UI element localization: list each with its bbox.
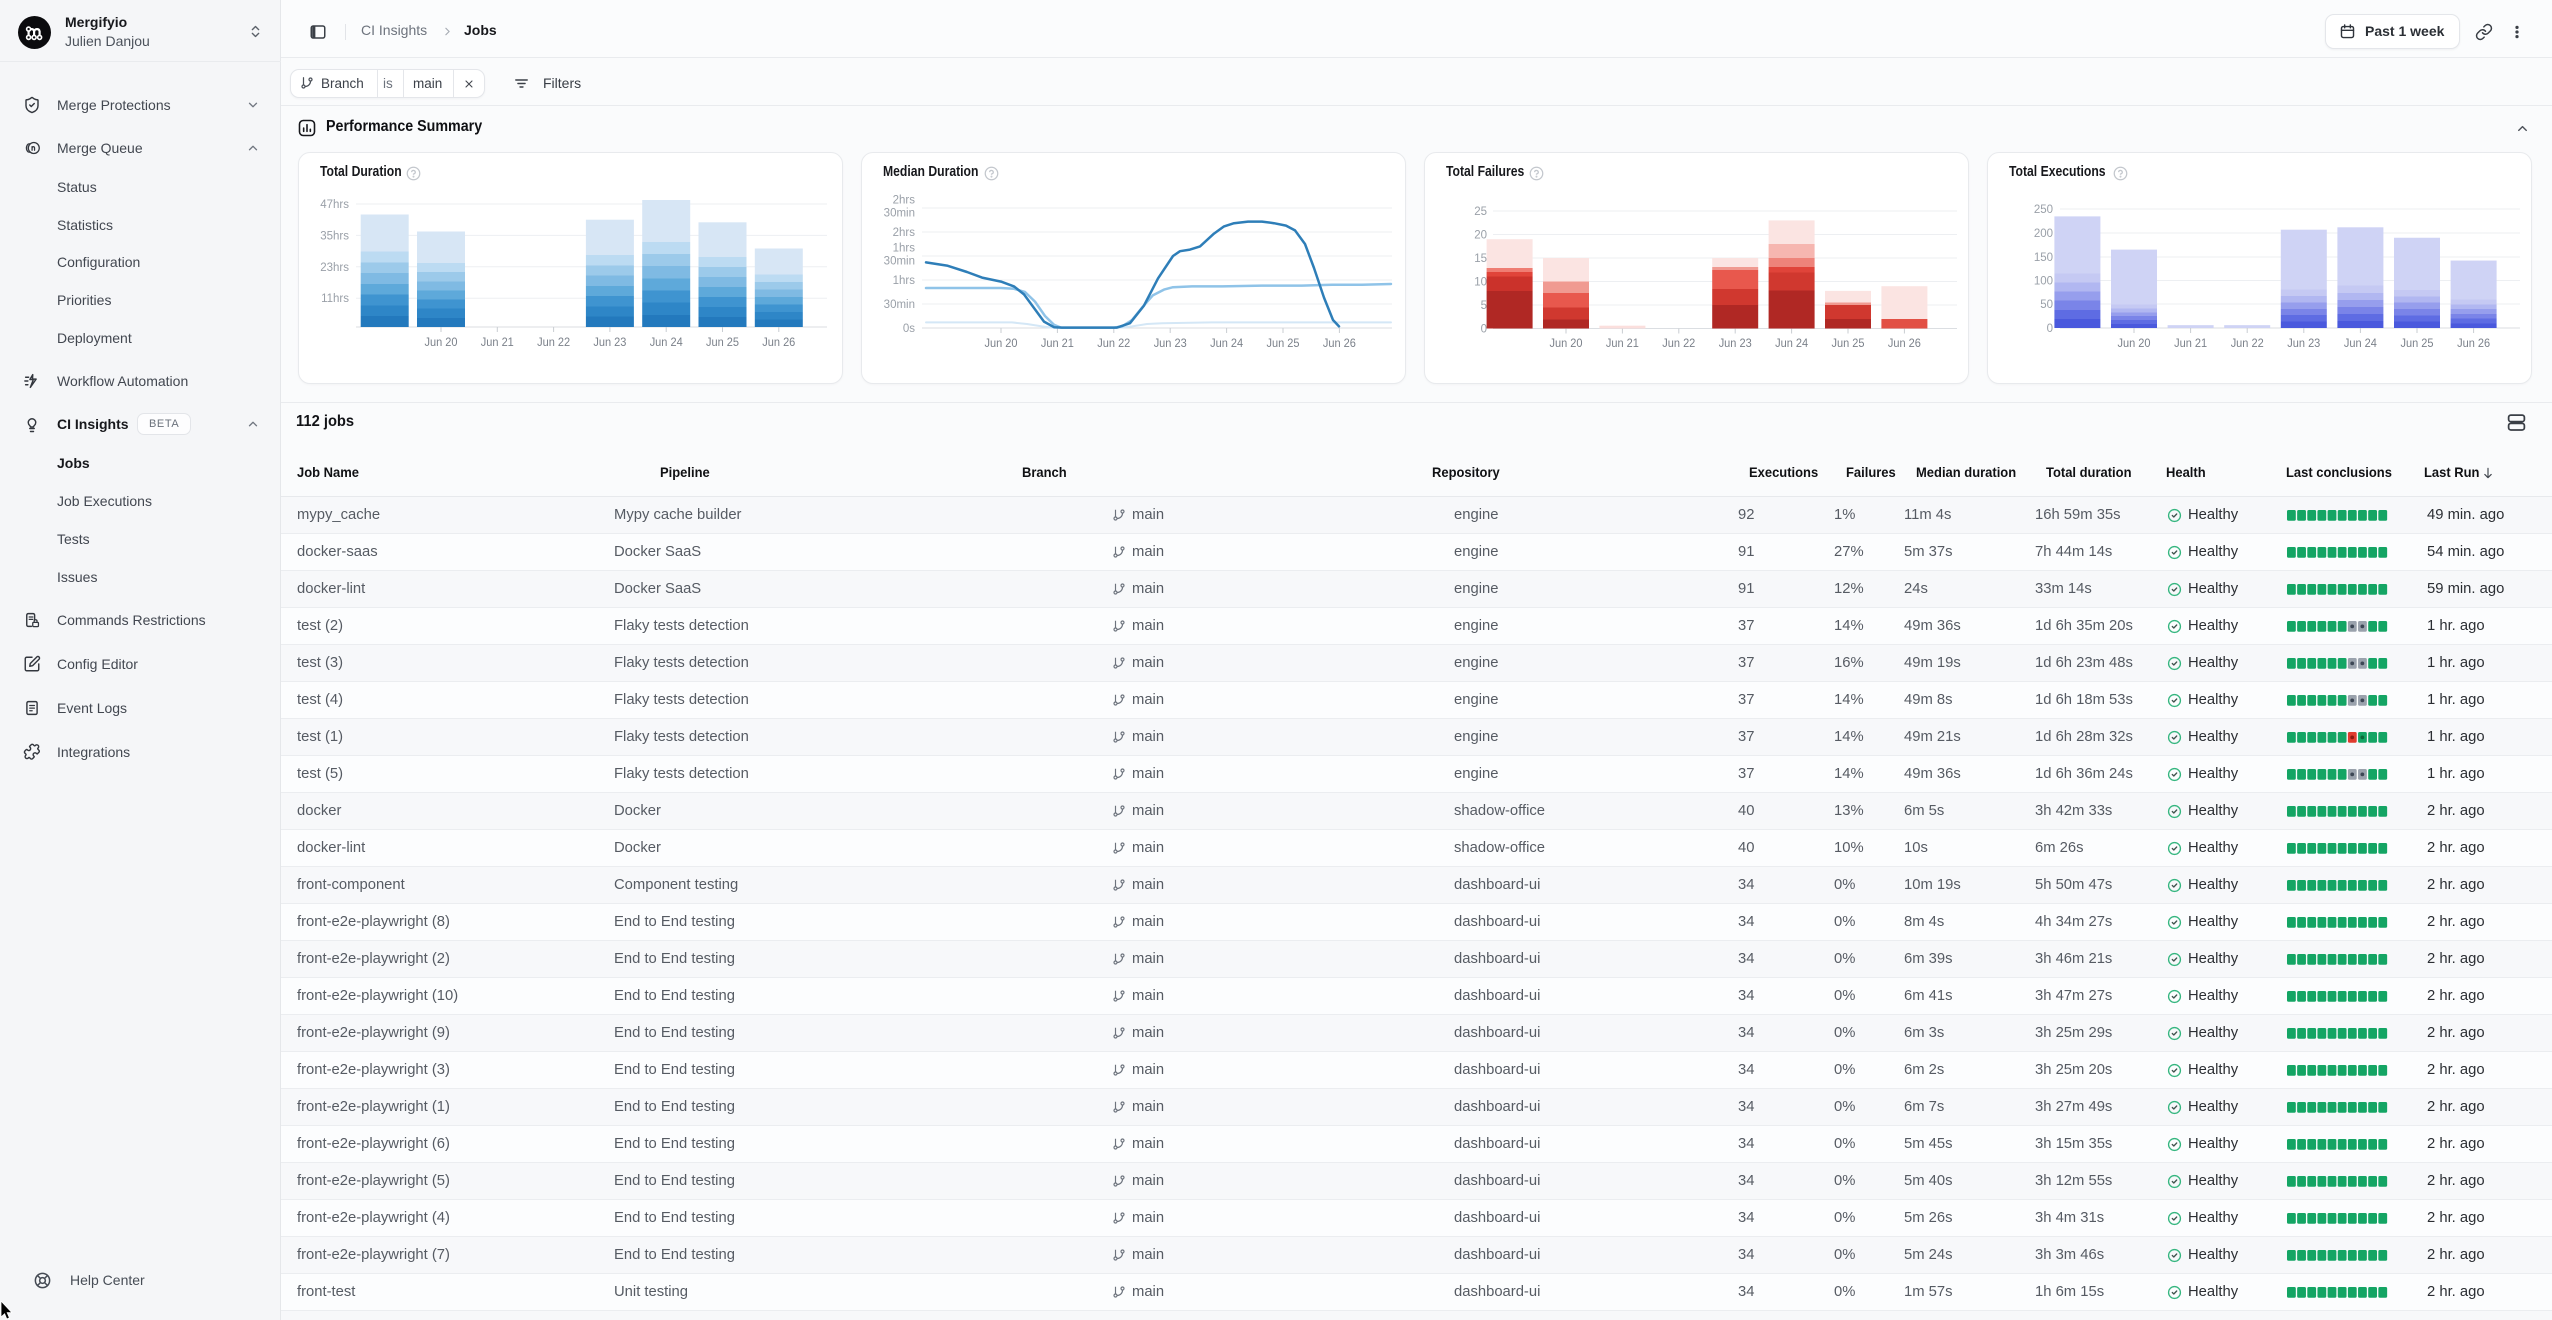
svg-text:Jun 26: Jun 26 (762, 335, 795, 349)
svg-text:Jun 23: Jun 23 (2287, 336, 2320, 350)
svg-text:Jun 20: Jun 20 (2118, 336, 2151, 350)
svg-text:1hrs: 1hrs (893, 243, 916, 255)
svg-text:Jun 25: Jun 25 (1832, 336, 1865, 350)
svg-text:Jun 21: Jun 21 (481, 335, 514, 349)
svg-text:23hrs: 23hrs (320, 262, 349, 274)
svg-text:50: 50 (2040, 299, 2053, 311)
svg-text:30min: 30min (884, 256, 915, 268)
svg-text:Jun 22: Jun 22 (1662, 336, 1695, 350)
svg-text:200: 200 (2034, 228, 2053, 240)
svg-text:Jun 23: Jun 23 (593, 335, 626, 349)
svg-text:Jun 20: Jun 20 (425, 335, 458, 349)
svg-text:Jun 26: Jun 26 (1888, 336, 1921, 350)
svg-text:Jun 25: Jun 25 (706, 335, 739, 349)
svg-text:0: 0 (1481, 324, 1487, 336)
svg-text:Jun 24: Jun 24 (650, 335, 683, 349)
svg-text:Jun 25: Jun 25 (1267, 336, 1300, 350)
svg-text:Jun 21: Jun 21 (1041, 336, 1074, 350)
svg-text:Jun 22: Jun 22 (2231, 336, 2264, 350)
svg-text:Jun 24: Jun 24 (1210, 336, 1243, 350)
svg-text:11hrs: 11hrs (321, 293, 349, 305)
svg-text:Jun 24: Jun 24 (1775, 336, 1808, 350)
svg-text:Jun 26: Jun 26 (2457, 336, 2490, 350)
svg-text:Jun 22: Jun 22 (537, 335, 570, 349)
svg-text:Jun 23: Jun 23 (1154, 336, 1187, 350)
svg-text:35hrs: 35hrs (320, 230, 349, 242)
svg-text:5: 5 (1481, 300, 1487, 312)
svg-text:20: 20 (1474, 230, 1487, 242)
svg-text:Jun 22: Jun 22 (1097, 336, 1130, 350)
svg-text:0: 0 (2047, 323, 2053, 335)
svg-text:100: 100 (2034, 276, 2053, 288)
svg-text:Jun 21: Jun 21 (1606, 336, 1639, 350)
svg-text:250: 250 (2034, 204, 2053, 216)
svg-text:1hrs: 1hrs (893, 275, 916, 287)
svg-text:2hrs: 2hrs (893, 195, 916, 207)
svg-text:2hrs: 2hrs (893, 227, 916, 239)
svg-text:Jun 25: Jun 25 (2401, 336, 2434, 350)
svg-text:15: 15 (1474, 253, 1487, 265)
svg-text:47hrs: 47hrs (320, 199, 349, 211)
svg-text:Jun 23: Jun 23 (1719, 336, 1752, 350)
svg-text:Jun 26: Jun 26 (1323, 336, 1356, 350)
svg-text:30min: 30min (884, 299, 915, 311)
svg-text:Jun 20: Jun 20 (1550, 336, 1583, 350)
svg-text:150: 150 (2034, 252, 2053, 264)
svg-text:10: 10 (1474, 277, 1487, 289)
svg-text:Jun 24: Jun 24 (2344, 336, 2377, 350)
svg-text:30min: 30min (884, 208, 915, 220)
svg-text:Jun 20: Jun 20 (985, 336, 1018, 350)
svg-text:Jun 21: Jun 21 (2174, 336, 2207, 350)
svg-text:0s: 0s (903, 323, 915, 335)
svg-text:25: 25 (1474, 206, 1487, 218)
